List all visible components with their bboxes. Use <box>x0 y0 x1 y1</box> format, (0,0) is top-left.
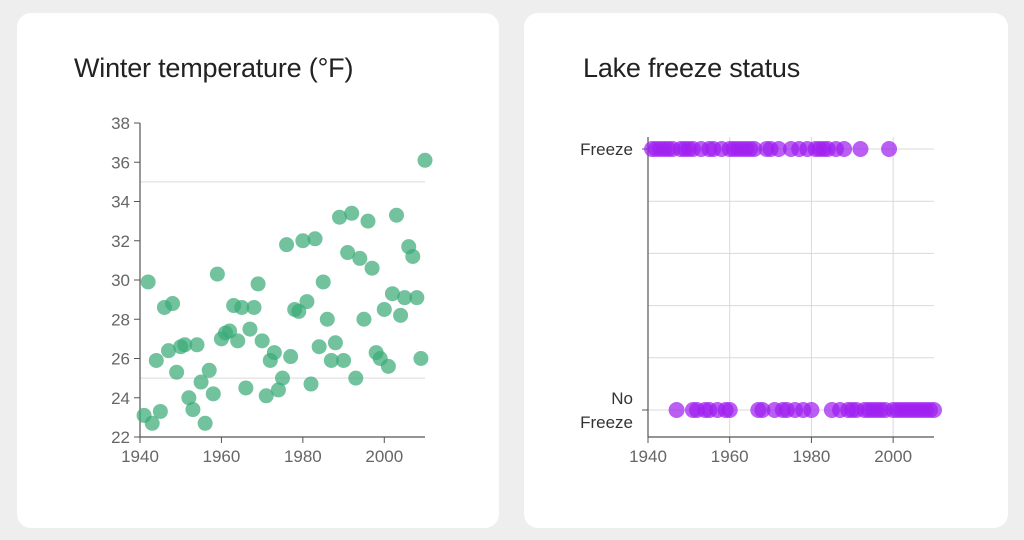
x-tick-label: 1980 <box>793 447 831 466</box>
data-point <box>315 274 331 290</box>
data-point <box>185 402 201 418</box>
data-point <box>336 352 352 368</box>
data-point <box>352 250 368 266</box>
data-point <box>327 335 343 351</box>
data-point <box>266 345 282 361</box>
no-freeze-point <box>926 402 942 418</box>
data-point <box>364 260 380 276</box>
data-point <box>376 301 392 317</box>
data-point <box>279 237 295 253</box>
data-point <box>209 266 225 282</box>
data-point <box>348 370 364 386</box>
data-point <box>165 296 181 312</box>
data-point <box>393 307 409 323</box>
x-tick-label: 1940 <box>121 447 159 466</box>
data-point <box>189 337 205 353</box>
no-freeze-point <box>721 402 738 418</box>
data-point <box>258 388 274 404</box>
y-tick-label: 38 <box>111 114 130 133</box>
data-point <box>417 152 433 168</box>
y-tick-label: 34 <box>111 193 130 212</box>
freeze-point <box>881 141 898 157</box>
data-point <box>384 286 400 302</box>
data-point <box>230 333 246 349</box>
temperature-scatter-chart: 22 24 26 28 30 32 34 36 38 1940 1960 1980 2000 <box>111 114 433 466</box>
no-freeze-point <box>668 402 685 418</box>
data-point <box>323 352 339 368</box>
x-tick-label: 2000 <box>365 447 403 466</box>
no-freeze-point <box>803 402 820 418</box>
chart-title: Winter temperature (°F) <box>74 53 354 83</box>
temperature-card: Winter temperature (°F) 22 24 26 28 30 32 34 36… <box>17 13 499 528</box>
freeze-card: Lake freeze status Freeze No Freeze 1940 196… <box>524 13 1008 528</box>
data-point <box>246 299 262 315</box>
chart-title: Lake freeze status <box>583 53 801 83</box>
data-point <box>356 311 372 327</box>
data-point <box>181 390 197 406</box>
data-point <box>413 351 429 366</box>
data-point <box>270 382 286 398</box>
data-point <box>234 299 250 315</box>
x-tick-label: 1940 <box>629 447 667 466</box>
x-tick-label: 1960 <box>711 447 749 466</box>
data-point <box>311 339 327 355</box>
freeze-point <box>852 141 869 157</box>
x-tick-label: 1960 <box>203 447 241 466</box>
data-point <box>205 386 221 402</box>
data-point <box>299 294 315 310</box>
data-point <box>275 370 290 386</box>
data-point <box>344 205 360 221</box>
data-point <box>405 248 421 264</box>
y-tick-label: 22 <box>111 428 130 447</box>
data-point <box>238 380 254 396</box>
x-tick-label: 2000 <box>874 447 912 466</box>
data-point <box>340 245 356 261</box>
y-tick-label: 26 <box>111 350 130 369</box>
freeze-point <box>746 141 763 157</box>
y-tick-label: 32 <box>111 232 130 251</box>
freeze-status-chart: Freeze No Freeze 1940 1960 1980 2000 <box>580 137 942 466</box>
data-point <box>177 337 193 353</box>
data-point <box>250 276 266 292</box>
data-point <box>161 343 176 359</box>
data-point <box>193 374 209 390</box>
x-tick-label: 1980 <box>284 447 322 466</box>
data-point <box>140 274 156 290</box>
data-point <box>380 358 396 374</box>
no-freeze-point <box>754 402 771 418</box>
category-label: No <box>611 389 633 408</box>
data-point <box>144 415 160 431</box>
data-point <box>152 403 168 419</box>
data-point <box>254 333 270 349</box>
category-label: Freeze <box>580 413 633 432</box>
data-point <box>397 290 413 306</box>
data-point <box>148 352 164 368</box>
data-point <box>242 321 258 337</box>
y-tick-label: 28 <box>111 310 130 329</box>
data-point <box>319 311 335 327</box>
category-label: Freeze <box>580 140 633 159</box>
data-point <box>295 233 311 249</box>
y-tick-label: 36 <box>111 153 130 172</box>
data-point <box>169 364 185 380</box>
data-point <box>197 415 213 431</box>
data-point <box>332 209 347 225</box>
y-tick-label: 24 <box>111 389 130 408</box>
data-point <box>283 349 299 365</box>
data-point <box>360 213 376 229</box>
data-point <box>389 207 404 223</box>
data-point <box>307 231 323 247</box>
freeze-point <box>836 141 853 157</box>
y-tick-label: 30 <box>111 271 130 290</box>
freeze-point <box>770 141 787 157</box>
data-point <box>201 362 217 378</box>
data-point <box>409 290 425 306</box>
data-point <box>303 376 319 392</box>
